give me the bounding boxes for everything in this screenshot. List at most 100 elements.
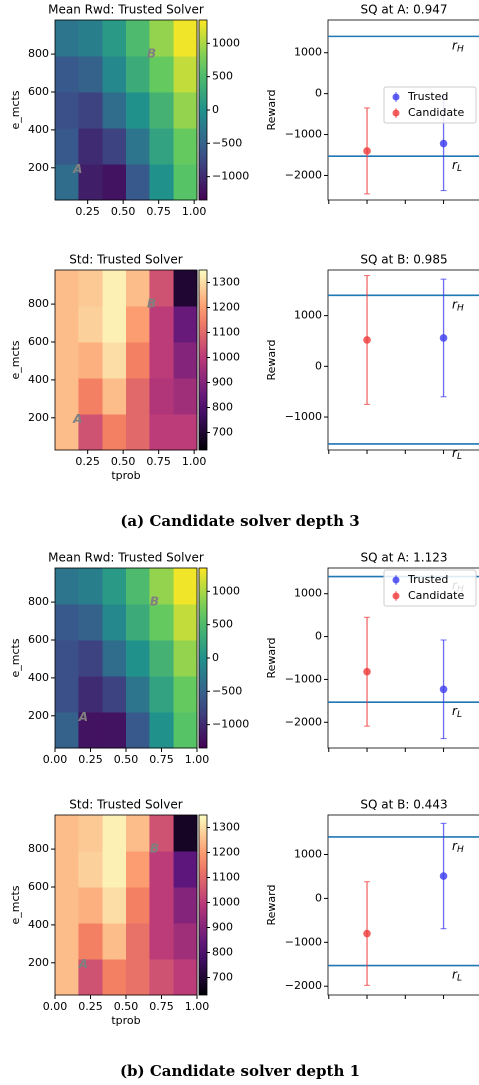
axes-frame <box>54 269 198 451</box>
heat-cell <box>102 128 127 165</box>
heat-cell <box>102 676 127 713</box>
legend-marker <box>392 93 400 101</box>
colorbar-tick-label: 1300 <box>212 821 240 834</box>
colorbar <box>198 19 208 201</box>
axes-frame <box>327 567 479 749</box>
colorbar-tick-label: 0 <box>212 103 219 116</box>
heat-cell <box>173 640 198 677</box>
x-tick-label: 1.00 <box>182 205 207 218</box>
y-tick-label: 200 <box>28 709 49 722</box>
heat-cell <box>173 20 198 57</box>
point <box>363 929 371 938</box>
heat-cell <box>149 306 175 343</box>
label-sub: L <box>457 164 462 174</box>
annotation: A <box>72 162 82 176</box>
heat-cell <box>149 959 175 996</box>
x-tick-label: 0.25 <box>75 455 100 468</box>
heat-cell <box>173 306 198 343</box>
heat-cell <box>102 568 127 605</box>
x-tick-label: 0.75 <box>146 455 171 468</box>
heat-cell <box>149 164 175 201</box>
heat-cell <box>126 92 150 129</box>
heat-cell <box>55 676 79 713</box>
y-axis-label: e_mcts <box>9 90 22 129</box>
heat-cell <box>102 712 127 749</box>
heat-cell <box>149 378 175 415</box>
y-tick-label: 0 <box>315 630 322 643</box>
x-tick-label: 0.50 <box>114 1000 139 1013</box>
label-sub: H <box>457 44 464 54</box>
heat-cell <box>78 164 104 201</box>
heat-cell <box>126 604 150 641</box>
reference-label: rL <box>452 967 462 983</box>
heat-cell <box>102 92 127 129</box>
label-sub: L <box>457 710 462 720</box>
heat-cell <box>173 414 198 451</box>
heat-cell <box>149 604 175 641</box>
heat-cell <box>55 342 79 379</box>
heat-cell <box>126 568 150 605</box>
heat-cell <box>102 923 127 960</box>
y-tick-label: 1000 <box>294 848 322 861</box>
point <box>439 139 448 148</box>
point <box>439 685 448 694</box>
heat-cell <box>78 676 104 713</box>
heat-cell <box>78 815 104 852</box>
axes-frame <box>327 814 479 996</box>
heat-cell <box>126 414 150 451</box>
legend-marker <box>392 576 400 584</box>
y-axis-label: Reward <box>265 885 278 926</box>
x-tick-label: 0.75 <box>149 1000 174 1013</box>
heat-cell <box>126 306 150 343</box>
label: r <box>452 838 458 852</box>
title: SQ at B: 0.443 <box>360 798 447 812</box>
heat-cell <box>78 604 104 641</box>
y-tick-label: 800 <box>28 842 49 855</box>
y-tick-label: −2000 <box>285 168 322 181</box>
heat-cell <box>173 128 198 165</box>
colorbar-tick-label: 700 <box>212 971 233 984</box>
heat-cell <box>173 56 198 93</box>
heat-cell <box>149 92 175 129</box>
title: Mean Rwd: Trusted Solver <box>48 3 204 17</box>
annotation: B <box>147 297 156 311</box>
heat-cell <box>55 306 79 343</box>
heat-cell <box>173 270 198 307</box>
heat-cell <box>78 640 104 677</box>
legend-box <box>383 86 477 124</box>
x-tick-label: 0.75 <box>149 753 174 766</box>
annotation: B <box>147 47 156 61</box>
colorbar-tick-label: 900 <box>212 921 233 934</box>
heat-cell <box>102 640 127 677</box>
heat-cell <box>55 604 79 641</box>
annotation: A <box>72 412 82 426</box>
axes-frame <box>54 19 198 201</box>
y-tick-label: 800 <box>28 297 49 310</box>
heat-cell <box>102 851 127 888</box>
heat-cell <box>149 414 175 451</box>
y-tick-label: 400 <box>28 671 49 684</box>
y-tick-label: 400 <box>28 373 49 386</box>
title: Std: Trusted Solver <box>69 798 182 812</box>
heat-cell <box>102 270 127 307</box>
point <box>363 147 371 155</box>
y-tick-label: 400 <box>28 123 49 136</box>
heat-cell <box>173 851 198 888</box>
colorbar-tick-label: 800 <box>212 401 233 414</box>
legend-label: Candidate <box>408 589 464 602</box>
heat-cell <box>126 20 150 57</box>
heat-cell <box>126 164 150 201</box>
heat-cell <box>55 128 79 165</box>
heat-cell <box>55 568 79 605</box>
label: r <box>452 967 458 981</box>
colorbar-tick-label: 1100 <box>212 326 240 339</box>
heat-cell <box>102 604 127 641</box>
heat-cell <box>149 815 175 852</box>
heat-cell <box>55 815 79 852</box>
point <box>439 872 448 880</box>
heat-cell <box>149 887 175 924</box>
heat-cell <box>149 128 175 165</box>
heat-cell <box>55 712 79 749</box>
reference-label: rH <box>452 38 464 54</box>
y-tick-label: 800 <box>28 47 49 60</box>
